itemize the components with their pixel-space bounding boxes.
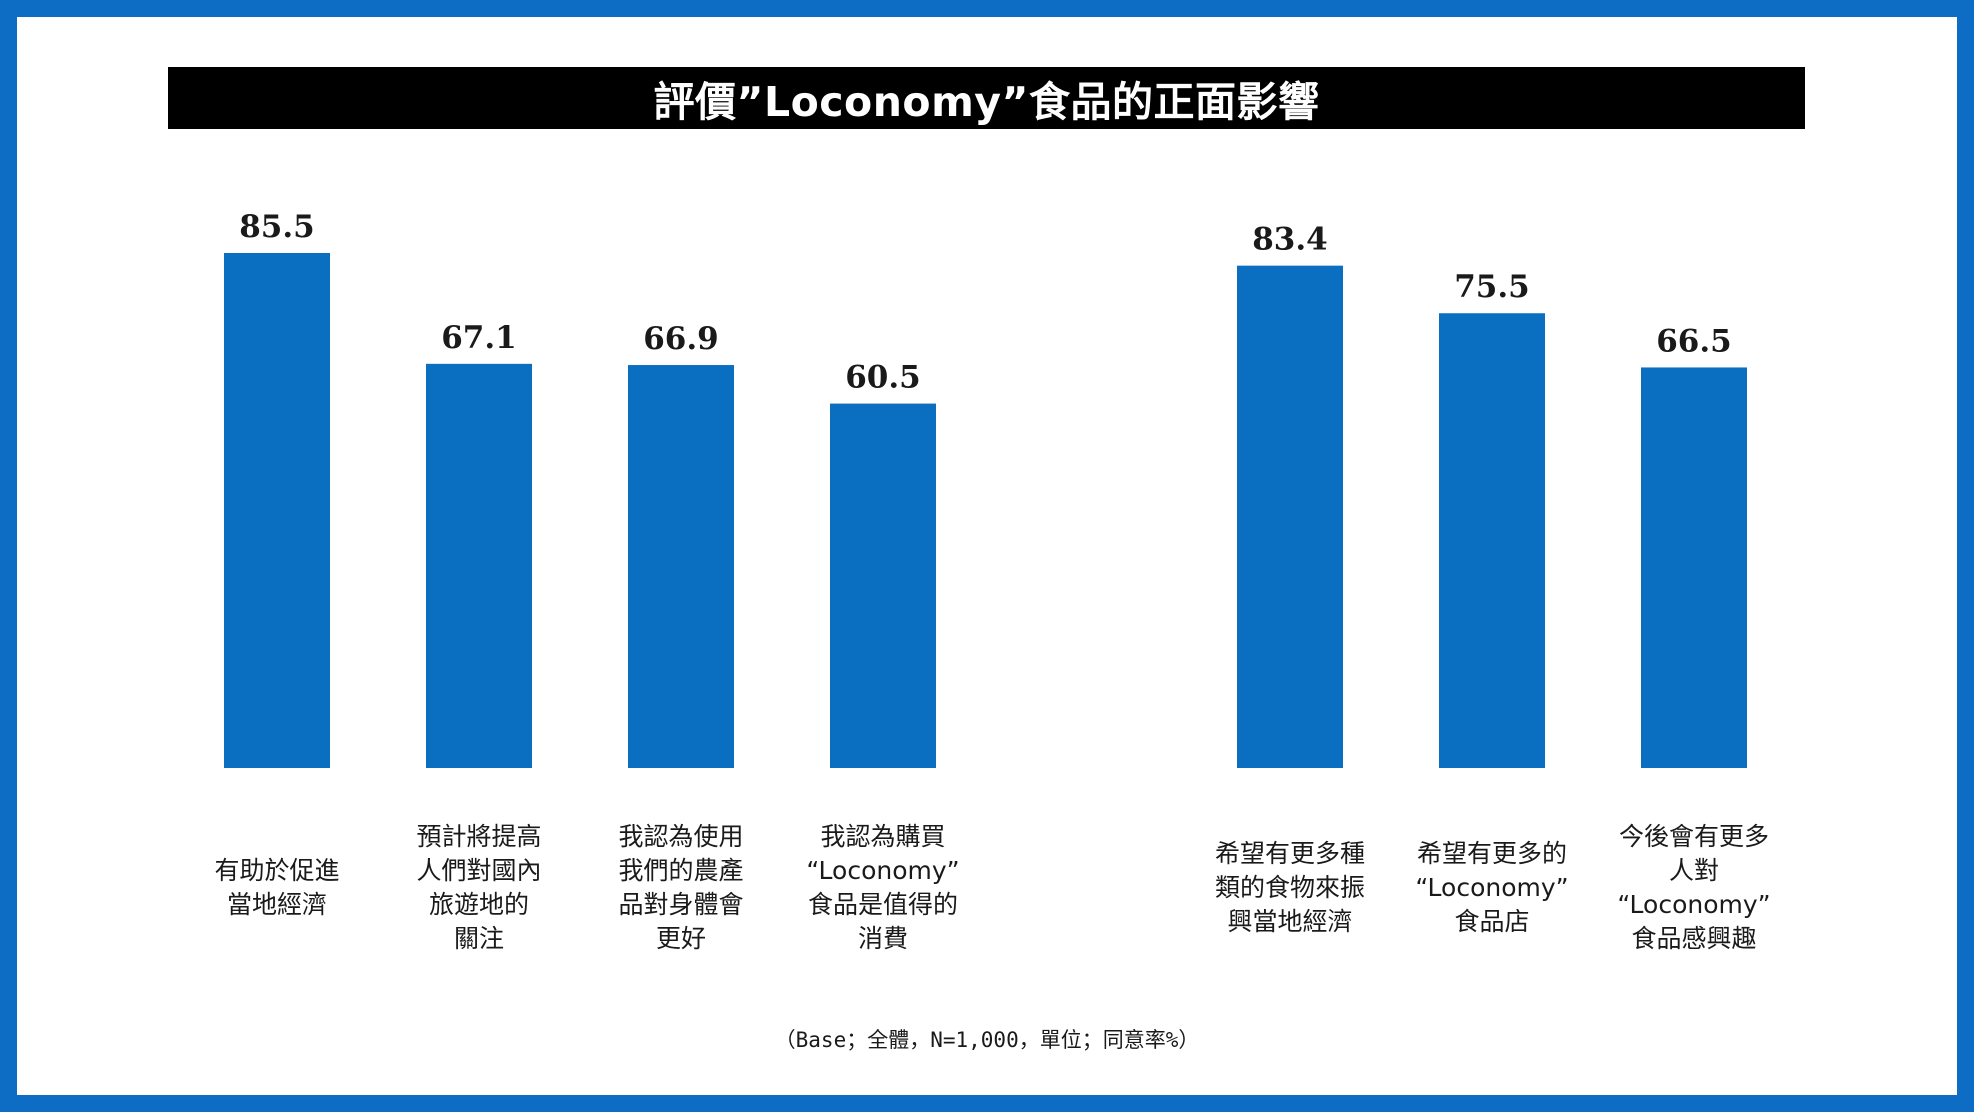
category-label: 食品是值得的 [808,890,958,919]
category-label: 當地經濟 [227,890,327,919]
category-label: 品對身體會 [618,890,743,919]
category-label: 希望有更多種 [1215,839,1365,868]
category-label: 今後會有更多 [1619,822,1769,851]
category-label: 食品感興趣 [1631,924,1756,953]
category-label: 消費 [858,924,908,953]
category-label: 人們對國內 [416,856,541,885]
bar [830,403,936,768]
data-label: 85.5 [239,209,315,245]
category-label: 關注 [454,924,504,953]
data-label: 67.1 [441,320,517,356]
data-label: 60.5 [845,360,921,396]
bar [1237,265,1343,768]
bar [426,363,532,768]
category-label: 希望有更多的 [1417,839,1567,868]
data-label: 83.4 [1252,222,1328,258]
category-label: 更好 [656,924,706,953]
bar [1439,313,1545,768]
category-label: 我認為購買 [820,822,945,851]
category-label: 人對 [1669,856,1719,885]
bar [224,253,330,768]
category-label: 旅遊地的 [429,890,529,919]
category-label: 有助於促進 [214,856,339,885]
category-label: 預計將提高 [416,822,541,851]
category-label: 食品店 [1454,907,1529,936]
data-label: 66.5 [1656,323,1732,359]
category-label: “Loconomy” [806,856,959,885]
category-label: “Loconomy” [1617,890,1770,919]
category-label: 我們的農產 [618,856,743,885]
category-label: “Loconomy” [1415,873,1568,902]
bar [628,365,734,768]
category-label: 類的食物來振 [1215,873,1365,902]
chart-title: 評價”Loconomy”食品的正面影響 [168,67,1805,129]
category-label: 興當地經濟 [1227,907,1352,936]
data-label: 66.9 [643,321,719,357]
bar [1641,367,1747,768]
category-label: 我認為使用 [618,822,743,851]
footnote: （Base；全體，N=1,000，單位；同意率%） [774,1028,1200,1052]
data-label: 75.5 [1454,269,1530,305]
